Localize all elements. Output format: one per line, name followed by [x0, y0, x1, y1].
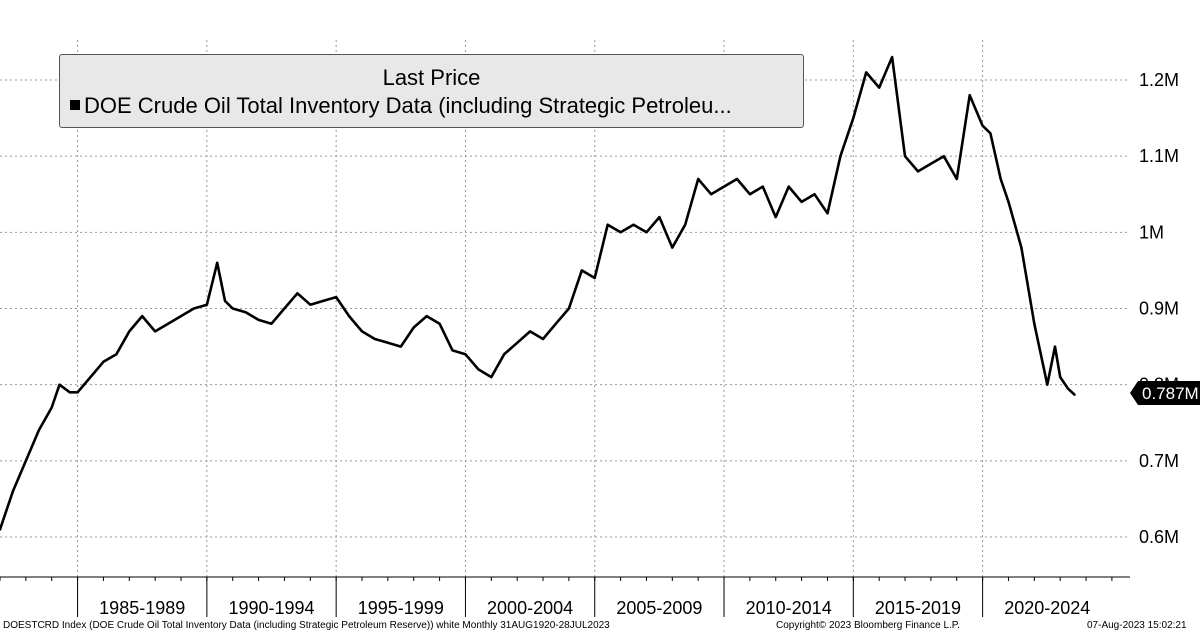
axes	[0, 576, 1130, 617]
last-value-badge: 0.787M	[1130, 381, 1200, 405]
legend-title: Last Price	[382, 65, 481, 90]
x-tick-label: 1990-1994	[228, 598, 314, 618]
footer-source: DOESTCRD Index (DOE Crude Oil Total Inve…	[3, 620, 610, 631]
x-tick-label: 1985-1989	[99, 598, 185, 618]
legend: Last Price DOE Crude Oil Total Inventory…	[59, 54, 804, 128]
y-tick-label: 0.6M	[1139, 527, 1179, 547]
footer-copyright: Copyright© 2023 Bloomberg Finance L.P.	[776, 620, 960, 631]
footer-timestamp: 07-Aug-2023 15:02:21	[1087, 620, 1187, 631]
legend-entry-label: DOE Crude Oil Total Inventory Data (incl…	[84, 93, 732, 118]
last-value-badge-shape	[1130, 381, 1200, 405]
x-tick-label: 2005-2009	[616, 598, 702, 618]
y-tick-label: 1M	[1139, 222, 1164, 242]
y-tick-label: 1.2M	[1139, 70, 1179, 90]
x-tick-label: 2010-2014	[746, 598, 832, 618]
tick-labels: 0.6M0.7M0.8M0.9M1M1.1M1.2M1985-19891990-…	[99, 70, 1179, 618]
last-value-label: 0.787M	[1142, 384, 1199, 403]
legend-entry: DOE Crude Oil Total Inventory Data (incl…	[70, 93, 732, 119]
y-tick-label: 0.7M	[1139, 451, 1179, 471]
x-tick-label: 2015-2019	[875, 598, 961, 618]
series-line	[0, 55, 1076, 531]
y-tick-label: 1.1M	[1139, 146, 1179, 166]
x-tick-label: 2000-2004	[487, 598, 573, 618]
x-tick-label: 2020-2024	[1004, 598, 1090, 618]
y-tick-label: 0.9M	[1139, 299, 1179, 319]
x-tick-label: 1995-1999	[358, 598, 444, 618]
series-line-layer	[0, 55, 1076, 531]
legend-swatch	[70, 100, 80, 110]
